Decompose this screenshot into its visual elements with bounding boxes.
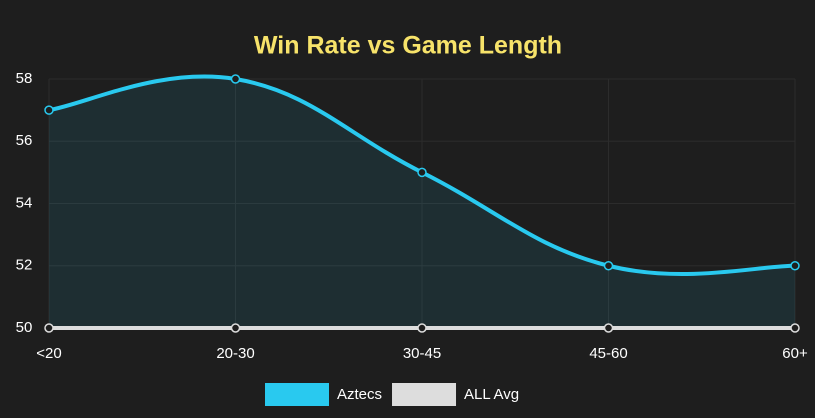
- data-point: [417, 323, 427, 333]
- data-point: [603, 323, 614, 333]
- x-tick-label: <20: [36, 345, 61, 362]
- data-point: [417, 167, 427, 178]
- data-point: [790, 323, 800, 333]
- legend-swatch[interactable]: [265, 383, 329, 406]
- data-point: [230, 323, 241, 333]
- x-tick-label: 20-30: [216, 345, 254, 362]
- data-point: [230, 74, 241, 84]
- series-area: [49, 76, 795, 328]
- data-point: [603, 261, 614, 271]
- legend-swatch[interactable]: [392, 383, 457, 406]
- legend-label[interactable]: Aztecs: [337, 386, 382, 403]
- x-tick-label: 60+: [782, 345, 808, 362]
- y-tick-label: 58: [16, 70, 33, 87]
- y-tick-label: 54: [16, 194, 33, 211]
- y-tick-label: 56: [16, 132, 33, 149]
- data-point: [790, 261, 800, 271]
- y-tick-label: 50: [16, 319, 33, 336]
- data-point: [44, 105, 54, 115]
- chart-title: Win Rate vs Game Length: [254, 32, 562, 60]
- x-tick-label: 30-45: [403, 345, 441, 362]
- y-tick-label: 52: [16, 257, 33, 274]
- data-point: [44, 323, 54, 333]
- legend-label[interactable]: ALL Avg: [464, 386, 519, 403]
- x-tick-label: 45-60: [589, 345, 627, 362]
